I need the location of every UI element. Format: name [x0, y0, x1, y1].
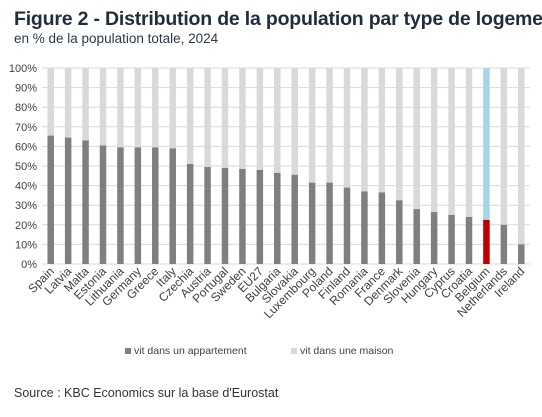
- bar-apartment-greece: [152, 147, 159, 264]
- y-tick-label: 60%: [15, 141, 37, 153]
- bar-house-malta: [82, 68, 89, 141]
- bar-apartment-slovenia: [413, 209, 420, 264]
- bar-house-slovenia: [413, 68, 420, 210]
- legend-swatch-house: [291, 348, 297, 354]
- y-tick-label: 100%: [9, 63, 37, 75]
- bar-apartment-italy: [169, 148, 176, 264]
- y-tick-label: 80%: [15, 102, 37, 114]
- bar-house-sweden: [239, 68, 246, 169]
- chart-subtitle: en % de la population totale, 2024: [14, 31, 219, 46]
- source-note: Source : KBC Economics sur la base d'Eur…: [14, 386, 279, 400]
- bar-house-luxembourg: [308, 68, 316, 183]
- bar-apartment-spain: [47, 135, 54, 264]
- bar-apartment-hungary: [430, 212, 438, 264]
- bar-apartment-poland: [326, 182, 333, 264]
- bar-house-germany: [134, 68, 142, 148]
- bar-apartment-latvia: [64, 137, 72, 264]
- bar-house-spain: [47, 68, 54, 136]
- y-axis-ticks: 0% 10% 20% 30% 40% 50% 60% 70% 80% 90% 100%: [9, 63, 37, 271]
- bar-house-czechia: [186, 68, 194, 165]
- y-tick-label: 70%: [15, 122, 37, 134]
- chart-title: Figure 2 - Distribution de la population…: [14, 8, 542, 30]
- y-tick-label: 0%: [21, 259, 37, 271]
- bars: [47, 68, 525, 264]
- x-axis-categories: SpainLatviaMaltaEstoniaLithuaniaGermanyG…: [25, 264, 527, 322]
- legend: vit dans un appartement vit dans une mai…: [125, 345, 394, 357]
- bar-apartment-malta: [82, 140, 89, 264]
- bar-apartment-czechia: [186, 164, 194, 264]
- legend-label-apartment: vit dans un appartement: [134, 345, 247, 357]
- bar-house-greece: [152, 68, 159, 148]
- bar-apartment-denmark: [396, 200, 403, 264]
- bar-apartment-germany: [134, 147, 142, 264]
- bar-house-belgium: [483, 68, 490, 220]
- bar-apartment-bulgaria: [274, 172, 281, 264]
- bar-apartment-france: [378, 192, 386, 264]
- bar-house-bulgaria: [274, 68, 281, 173]
- y-tick-label: 10%: [15, 239, 37, 251]
- bar-house-romania: [361, 68, 368, 192]
- bar-apartment-belgium: [483, 219, 490, 264]
- bar-house-denmark: [396, 68, 403, 201]
- gridlines: [42, 67, 530, 265]
- bar-house-cyprus: [448, 68, 455, 215]
- bar-apartment-luxembourg: [308, 182, 316, 264]
- bar-apartment-sweden: [239, 168, 246, 264]
- y-tick-label: 90%: [15, 83, 37, 95]
- bar-house-lithuania: [117, 68, 124, 148]
- bar-apartment-slovakia: [291, 174, 298, 264]
- bar-apartment-romania: [361, 191, 368, 264]
- bar-house-austria: [204, 68, 211, 167]
- y-tick-label: 50%: [15, 161, 37, 173]
- bar-house-latvia: [64, 68, 72, 138]
- bar-house-finland: [343, 68, 351, 188]
- bar-house-estonia: [99, 68, 107, 146]
- bar-apartment-austria: [204, 166, 211, 264]
- bar-house-croatia: [465, 68, 473, 217]
- legend-label-house: vit dans une maison: [300, 345, 394, 357]
- bar-apartment-estonia: [99, 145, 107, 264]
- bar-house-eu27: [256, 68, 264, 170]
- bar-house-portugal: [221, 68, 229, 168]
- bar-house-slovakia: [291, 68, 298, 175]
- bar-apartment-eu27: [256, 169, 264, 264]
- y-tick-label: 30%: [15, 200, 37, 212]
- bar-apartment-lithuania: [117, 147, 124, 264]
- bar-apartment-netherlands: [500, 224, 508, 264]
- bar-house-hungary: [430, 68, 438, 213]
- bar-apartment-croatia: [465, 216, 473, 264]
- bar-apartment-portugal: [221, 167, 229, 264]
- bar-house-france: [378, 68, 386, 193]
- bar-house-netherlands: [500, 68, 508, 225]
- y-tick-label: 40%: [15, 181, 37, 193]
- bar-house-ireland: [518, 68, 525, 245]
- bar-apartment-finland: [343, 187, 351, 264]
- bar-house-poland: [326, 68, 333, 183]
- bar-house-italy: [169, 68, 176, 149]
- bar-apartment-cyprus: [448, 215, 455, 264]
- y-tick-label: 20%: [15, 220, 37, 232]
- legend-swatch-apartment: [125, 348, 131, 354]
- bar-apartment-ireland: [518, 244, 525, 264]
